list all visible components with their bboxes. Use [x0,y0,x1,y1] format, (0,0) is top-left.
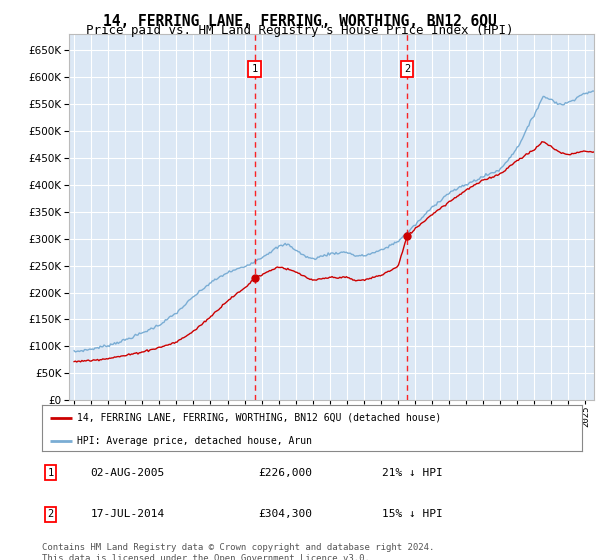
Text: £304,300: £304,300 [258,510,312,519]
Text: 14, FERRING LANE, FERRING, WORTHING, BN12 6QU: 14, FERRING LANE, FERRING, WORTHING, BN1… [103,14,497,29]
Text: 2: 2 [404,64,410,74]
Text: 02-AUG-2005: 02-AUG-2005 [91,468,165,478]
Text: 14, FERRING LANE, FERRING, WORTHING, BN12 6QU (detached house): 14, FERRING LANE, FERRING, WORTHING, BN1… [77,413,442,423]
Text: Price paid vs. HM Land Registry's House Price Index (HPI): Price paid vs. HM Land Registry's House … [86,24,514,37]
Text: 2: 2 [47,510,53,519]
Text: £226,000: £226,000 [258,468,312,478]
Text: 15% ↓ HPI: 15% ↓ HPI [382,510,443,519]
Text: 1: 1 [251,64,257,74]
Text: 17-JUL-2014: 17-JUL-2014 [91,510,165,519]
Text: 1: 1 [47,468,53,478]
Text: HPI: Average price, detached house, Arun: HPI: Average price, detached house, Arun [77,436,312,446]
Text: Contains HM Land Registry data © Crown copyright and database right 2024.
This d: Contains HM Land Registry data © Crown c… [42,543,434,560]
Text: 21% ↓ HPI: 21% ↓ HPI [382,468,443,478]
